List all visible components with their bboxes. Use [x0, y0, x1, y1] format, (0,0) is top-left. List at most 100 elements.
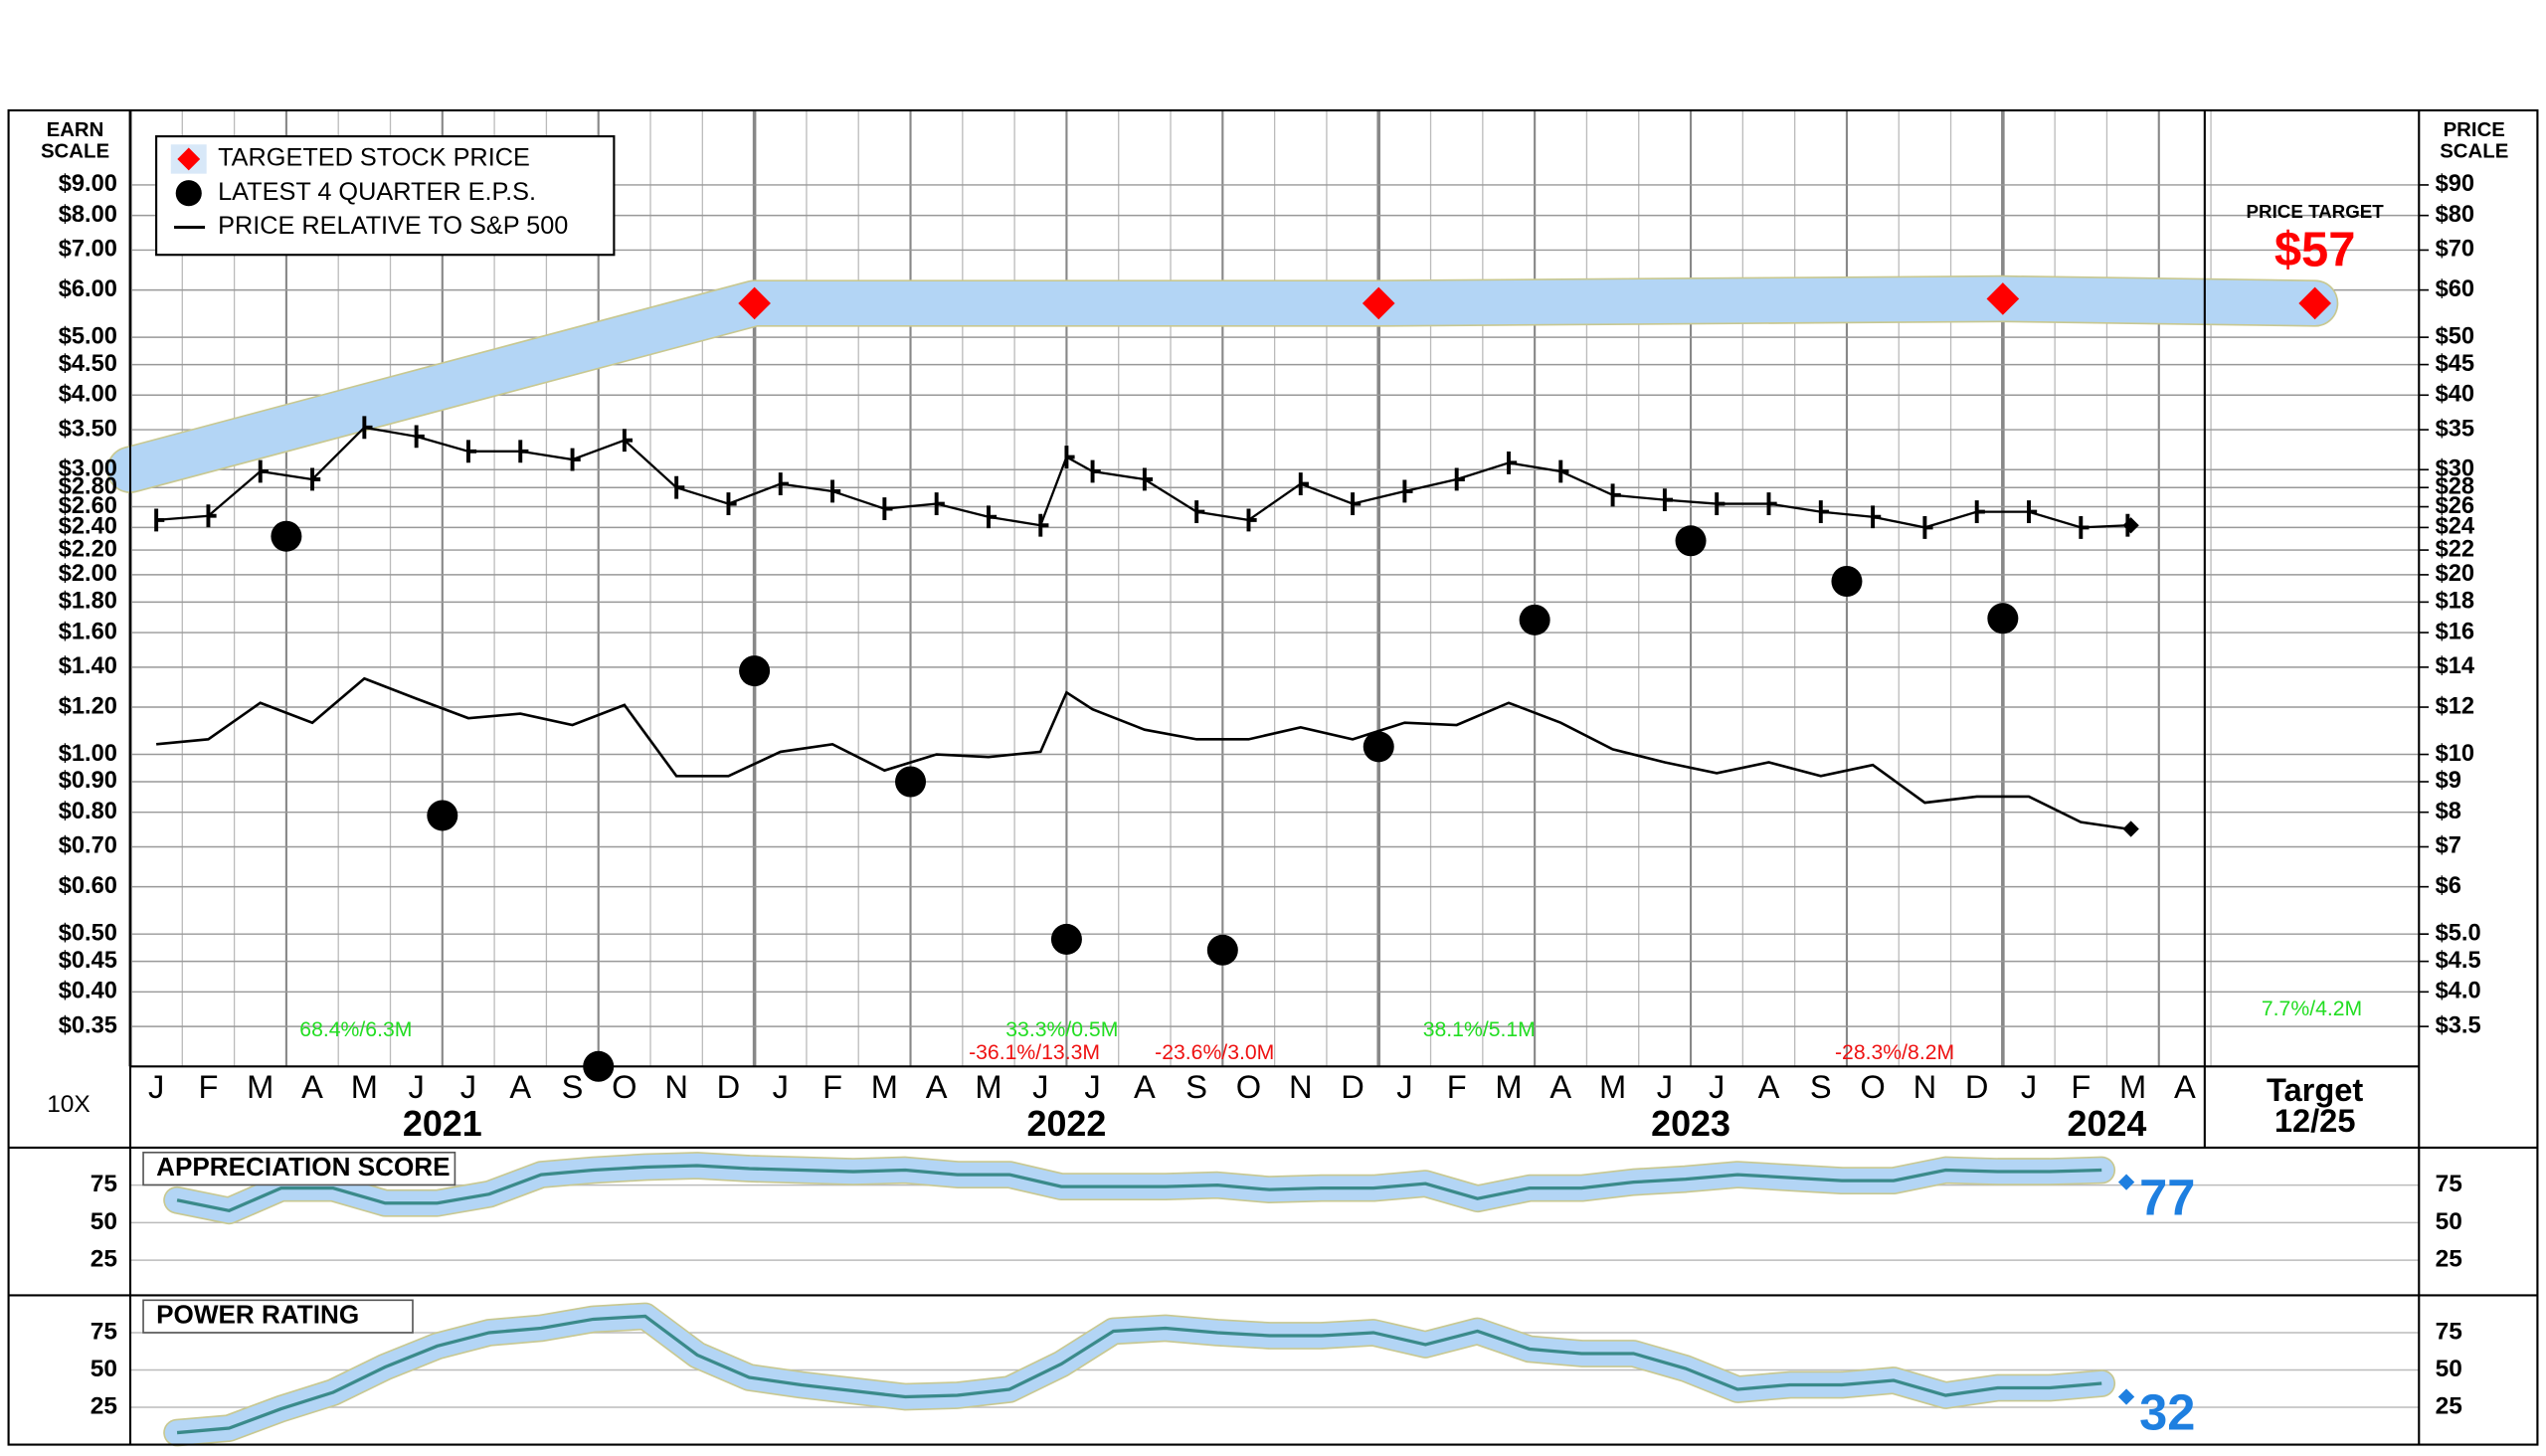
y2-tick-label: $6 [2436, 873, 2461, 899]
x-tick-label: A [2174, 1068, 2196, 1105]
x-tick-label: F [2071, 1068, 2091, 1105]
price-bar [414, 425, 425, 449]
y2-tick-label: $35 [2436, 416, 2474, 442]
x-tick-label: F [1447, 1068, 1467, 1105]
x-tick-label: A [301, 1068, 323, 1105]
y-tick-label: $5.00 [59, 323, 117, 349]
x-tick-label: J [1709, 1068, 1725, 1105]
price-bar [1038, 513, 1049, 537]
eps-dot [1206, 934, 1238, 966]
panel-title: POWER RATING [156, 1300, 359, 1330]
y-tick-label: $0.45 [59, 948, 117, 974]
y2-tick-label: $60 [2436, 276, 2474, 302]
y-tick-label: $8.00 [59, 202, 117, 228]
y2-tick-label: $30 [2436, 455, 2474, 481]
x-tick-label: M [247, 1068, 273, 1105]
latest-label: 32 [2139, 1383, 2195, 1440]
x-tick-label: M [2119, 1068, 2146, 1105]
target-diamond [1986, 282, 2020, 315]
end-marker [2122, 517, 2139, 534]
eps-dot [1050, 923, 1082, 955]
x-tick-label: A [1549, 1068, 1571, 1105]
price-bar [1142, 467, 1154, 491]
y-tick-label: $0.70 [59, 833, 117, 859]
y2-tick-label: $10 [2436, 741, 2474, 767]
y-tick-label: $0.40 [59, 979, 117, 1004]
y-tick-label: $4.00 [59, 382, 117, 408]
y2-tick-label: $22 [2436, 536, 2474, 562]
price-bar [726, 492, 737, 515]
y-tick-label: $6.00 [59, 276, 117, 302]
marks [106, 274, 2339, 1447]
labels: $0.35 $0.40 $0.45$0.50 $0.60 $0.70 $0.80 $0.90… [41, 120, 2508, 1441]
price-bar [1454, 467, 1465, 491]
outer-frame [7, 108, 2539, 1446]
y2-tick-label: $3.5 [2436, 1012, 2481, 1038]
y-tick-label: $2.60 [59, 493, 117, 519]
price-bar [2079, 515, 2090, 539]
panel-title: APPRECIATION SCORE [156, 1152, 450, 1182]
x-tick-label: J [408, 1068, 424, 1105]
annotation: -36.1%/13.3M [969, 1041, 1100, 1064]
x-tick-label: N [664, 1068, 688, 1105]
x-tick-label: S [562, 1068, 584, 1105]
y2-tick-label: $45 [2436, 351, 2474, 377]
x-tick-label: S [1185, 1068, 1207, 1105]
relative-scale-label: 10X [47, 1091, 91, 1118]
x-tick-label: J [1396, 1068, 1412, 1105]
panel-y-tick-label: 25 [91, 1246, 117, 1273]
y-tick-label: $0.50 [59, 920, 117, 946]
y2-tick-label: $50 [2436, 323, 2474, 349]
price-bar [830, 479, 841, 503]
legend-box [155, 135, 616, 257]
year-label: 2022 [1027, 1104, 1107, 1144]
price-bar [1064, 446, 1075, 468]
y-tick-label: $1.60 [59, 619, 117, 644]
price-bar [206, 504, 217, 528]
eps-dot [1363, 731, 1394, 763]
y2-tick-label: $8 [2436, 799, 2461, 824]
eps-dot [1987, 603, 2019, 635]
legend-label: TARGETED STOCK PRICE [218, 144, 530, 172]
price-bar [778, 472, 789, 495]
price-line [156, 426, 2128, 529]
y2-tick-label: $70 [2436, 237, 2474, 263]
price-bar [518, 440, 529, 463]
x-tick-label: J [148, 1068, 164, 1105]
x-tick-label: J [2021, 1068, 2037, 1105]
y-tick-label: $0.90 [59, 768, 117, 794]
price-bar [622, 429, 634, 453]
price-bar [310, 467, 321, 491]
price-bar [465, 440, 477, 463]
price-bar [1818, 500, 1829, 524]
price-bar [1766, 492, 1777, 515]
x-tick-label: N [1913, 1068, 1937, 1105]
x-tick-label: A [926, 1068, 948, 1105]
y-tick-label: $0.35 [59, 1012, 117, 1038]
panel-y2-tick-label: 25 [2436, 1246, 2462, 1273]
price-bar [1298, 472, 1309, 495]
price-target-diamond [2298, 286, 2331, 320]
y2-tick-label: $5.0 [2436, 920, 2481, 946]
x-tick-label: N [1289, 1068, 1313, 1105]
x-tick-label: J [1657, 1068, 1673, 1105]
price-bar [1610, 483, 1621, 507]
x-tick-label: A [509, 1068, 531, 1105]
y-tick-label: $1.40 [59, 653, 117, 679]
latest-marker [2117, 1388, 2135, 1405]
price-bar [1558, 459, 1569, 483]
panel-y2-tick-label: 25 [2436, 1393, 2462, 1420]
x-tick-label: M [975, 1068, 1001, 1105]
y2-tick-label: $7 [2436, 833, 2461, 859]
panel-y2-tick-label: 75 [2436, 1318, 2462, 1345]
x-tick-label: O [1236, 1068, 1261, 1105]
price-bar [154, 508, 165, 532]
price-target-value: $57 [2274, 224, 2356, 277]
x-tick-label: F [198, 1068, 218, 1105]
panel-line [176, 1314, 2102, 1435]
y2-tick-label: $4.0 [2436, 979, 2481, 1004]
y-tick-label: $3.50 [59, 416, 117, 442]
panel-y-tick-label: 50 [91, 1356, 117, 1382]
y-tick-label: $9.00 [59, 171, 117, 197]
